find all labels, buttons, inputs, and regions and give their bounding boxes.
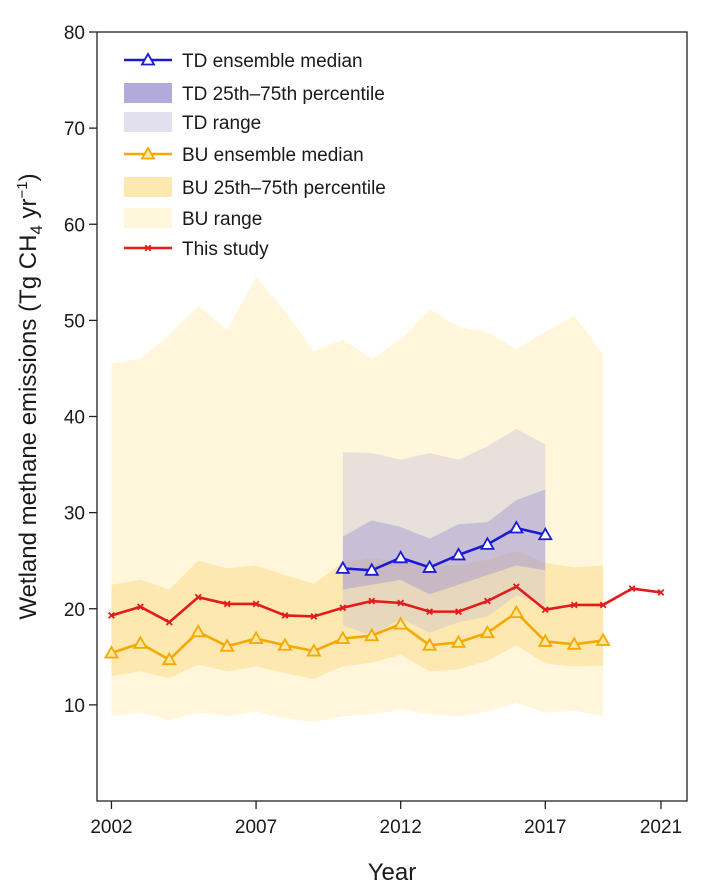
td-median-point (422, 559, 438, 573)
legend-marker (140, 52, 156, 66)
legend-label: BU 25th–75th percentile (182, 178, 386, 199)
y-axis-title-suffix: ) (15, 173, 42, 181)
legend-item-td-median: TD ensemble median (124, 51, 363, 72)
y-axis-title-middle: yr (15, 198, 42, 225)
bu-median-point (450, 634, 467, 648)
this-study-point (397, 599, 405, 607)
bu-iqr-band (111, 551, 604, 679)
y-tick-label: 60 (64, 215, 85, 236)
y-tick-label: 80 (64, 23, 85, 44)
legend-item-bu-iqr: BU 25th–75th percentile (124, 177, 386, 199)
bu-median-point (422, 637, 438, 651)
y-tick-label: 20 (64, 600, 85, 621)
td-median-point (537, 526, 553, 541)
td-median-point (450, 547, 467, 561)
legend: TD ensemble median TD 25th–75th percentil… (124, 51, 386, 260)
this-study-point (165, 618, 173, 626)
this-study-point (455, 608, 462, 616)
bu-median-point (248, 630, 264, 644)
this-study-point (599, 601, 607, 609)
this-study-point (426, 608, 434, 616)
x-tick-label: 2021 (640, 817, 682, 838)
y-axis-title: Wetland methane emissions (Tg CH4 yr−1) (14, 173, 46, 619)
bu-median-point (537, 633, 553, 647)
y-tick-label: 70 (64, 119, 85, 140)
td-median-point (364, 562, 380, 576)
legend-label: This study (182, 239, 269, 260)
bu-median-point (335, 630, 351, 644)
x-tick-label: 2007 (235, 817, 277, 838)
y-tick-label: 10 (64, 696, 85, 717)
legend-swatch (124, 208, 172, 228)
bu-median-point (393, 616, 409, 630)
legend-label: TD ensemble median (182, 51, 363, 72)
td-iqr-band (342, 489, 546, 595)
this-study-point (512, 583, 520, 591)
legend-marker (140, 146, 156, 160)
bu-median-point (306, 643, 322, 657)
bu-median-point (277, 637, 293, 651)
td-median-point (479, 536, 495, 550)
legend-item-td-iqr: TD 25th–75th percentile (124, 83, 385, 105)
bu-median-point (566, 636, 582, 650)
x-axis: 2002 2007 2012 2017 2021 (90, 801, 682, 838)
y-axis-title-subscript: 4 (27, 225, 46, 234)
uncertainty-bands (111, 277, 604, 723)
this-study-point (194, 593, 202, 601)
bu-median-point (364, 627, 380, 642)
this-study-point (339, 604, 347, 612)
legend-item-bu-range: BU range (124, 208, 262, 230)
this-study-point (368, 597, 376, 605)
bu-median-point (161, 651, 177, 666)
bu-median-point (595, 632, 611, 646)
legend-item-td-range: TD range (124, 112, 261, 134)
legend-marker (144, 244, 152, 252)
td-range-band (342, 428, 546, 636)
y-axis-title-prefix: Wetland methane emissions (Tg CH (15, 235, 42, 620)
this-study-point (541, 606, 549, 614)
bu-median-point (219, 638, 235, 652)
y-tick-label: 40 (64, 408, 85, 429)
x-tick-label: 2002 (90, 817, 132, 838)
this-study-point (108, 612, 115, 619)
td-median-point (508, 520, 524, 534)
td-median-point (393, 549, 409, 564)
y-axis: 10 20 30 40 50 60 70 80 (64, 23, 97, 717)
this-study-point (223, 600, 231, 608)
y-tick-label: 50 (64, 311, 85, 332)
this-study-point (570, 601, 578, 609)
x-axis-title: Year (368, 859, 417, 886)
bu-median-point (190, 624, 206, 638)
legend-swatch (124, 83, 172, 103)
legend-label: BU ensemble median (182, 145, 364, 166)
this-study-point (136, 603, 144, 611)
legend-label: TD range (182, 113, 261, 134)
bu-median-point (479, 624, 495, 639)
bu-median-point (103, 645, 120, 659)
td-median-point (335, 560, 351, 574)
this-study-point (281, 612, 289, 619)
this-study-point (252, 600, 260, 608)
legend-item-this-study: This study (124, 239, 269, 260)
bu-median-point (508, 604, 524, 618)
y-axis-title-superscript: −1 (14, 181, 31, 198)
this-study-point (657, 588, 665, 596)
this-study-line (111, 585, 662, 624)
this-study-point (628, 585, 636, 593)
legend-item-bu-median: BU ensemble median (124, 145, 364, 166)
legend-label: TD 25th–75th percentile (182, 84, 385, 105)
x-tick-label: 2017 (524, 817, 566, 838)
x-tick-label: 2012 (380, 817, 422, 838)
this-study-point (484, 597, 491, 605)
legend-swatch (124, 177, 172, 197)
series-lines (103, 520, 665, 666)
legend-label: BU range (182, 209, 262, 230)
y-tick-label: 30 (64, 504, 85, 525)
legend-swatch (124, 112, 172, 132)
this-study-point (310, 613, 318, 620)
bu-median-point (132, 635, 148, 649)
